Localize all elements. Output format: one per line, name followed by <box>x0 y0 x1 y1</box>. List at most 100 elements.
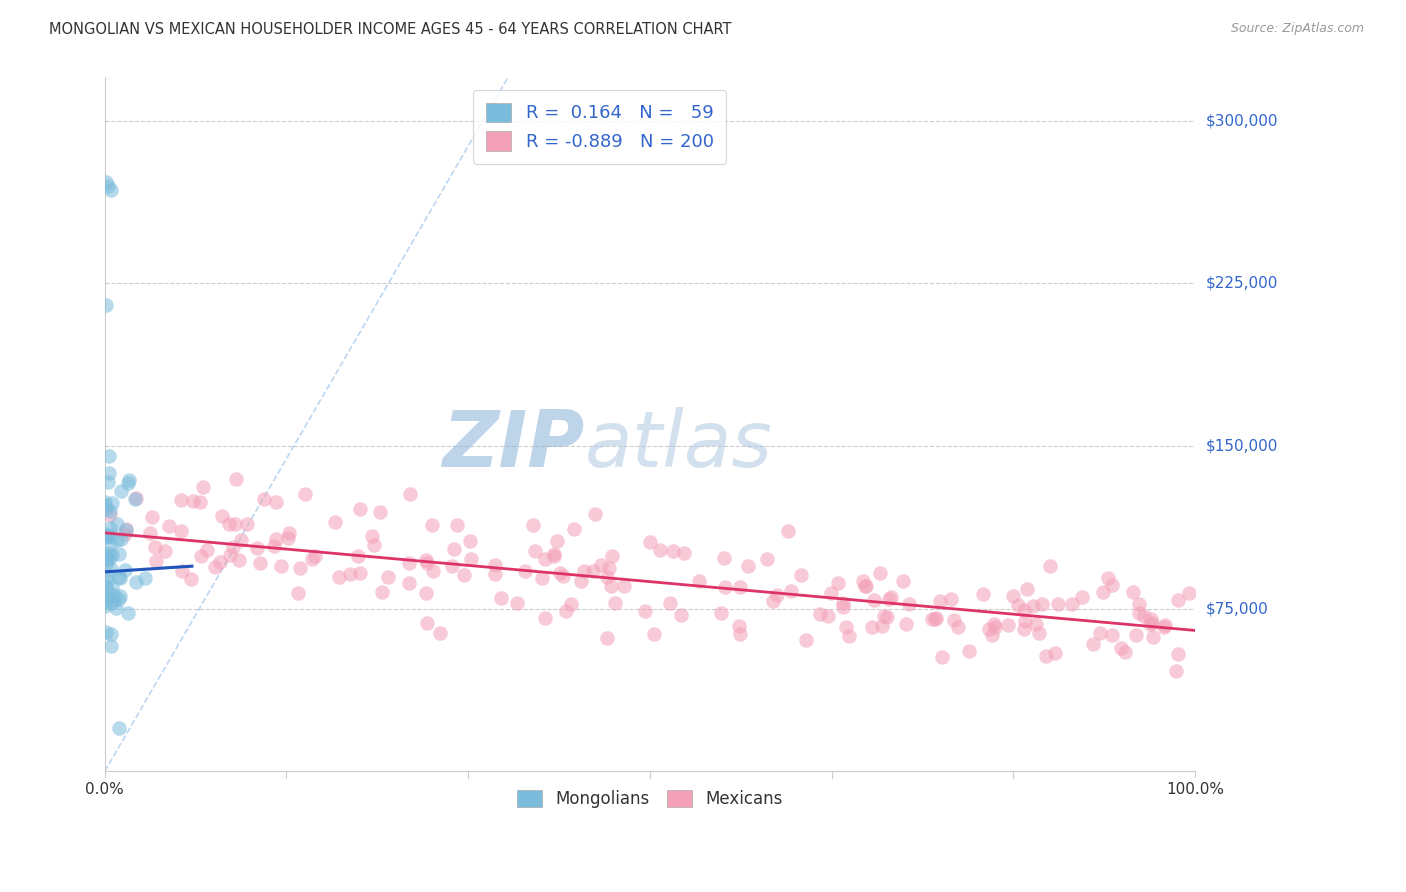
Point <box>287 585 309 599</box>
Point <box>728 581 751 595</box>
Point <box>278 526 301 541</box>
Point <box>524 543 547 558</box>
Point <box>981 628 1004 642</box>
Point <box>555 604 578 618</box>
Point <box>98 551 121 566</box>
Point <box>249 556 271 570</box>
Point <box>835 620 858 634</box>
Point <box>891 574 914 588</box>
Point <box>817 609 839 624</box>
Point <box>97 586 120 600</box>
Point <box>582 564 605 578</box>
Point <box>661 544 683 558</box>
Point <box>820 585 842 599</box>
Point <box>972 587 994 601</box>
Point <box>125 491 148 505</box>
Point <box>94 495 117 509</box>
Point <box>513 564 536 578</box>
Point <box>94 498 117 512</box>
Point <box>562 522 585 536</box>
Point <box>453 567 475 582</box>
Point <box>143 540 166 554</box>
Point <box>264 532 287 546</box>
Point <box>713 550 735 565</box>
Point <box>598 560 620 574</box>
Point <box>103 593 125 607</box>
Point <box>181 494 204 508</box>
Point <box>115 524 138 538</box>
Point <box>360 529 382 543</box>
Point <box>603 596 626 610</box>
Point <box>96 557 118 571</box>
Point <box>832 596 855 610</box>
Point <box>108 592 131 607</box>
Point <box>94 548 117 562</box>
Point <box>1022 599 1045 613</box>
Point <box>134 571 156 585</box>
Point <box>108 589 131 603</box>
Point <box>1007 598 1029 612</box>
Point <box>1142 630 1164 644</box>
Point <box>599 579 621 593</box>
Point <box>125 575 148 590</box>
Point <box>780 584 803 599</box>
Point <box>96 552 118 566</box>
Point <box>929 594 952 608</box>
Point <box>1012 603 1035 617</box>
Point <box>860 620 883 634</box>
Point <box>236 516 259 531</box>
Point <box>762 593 785 607</box>
Point <box>420 517 443 532</box>
Text: $75,000: $75,000 <box>1206 601 1268 616</box>
Point <box>569 574 592 588</box>
Point <box>94 595 117 609</box>
Point <box>107 547 129 561</box>
Point <box>110 571 132 585</box>
Point <box>710 606 733 620</box>
Point <box>879 591 901 606</box>
Point <box>1047 597 1070 611</box>
Point <box>100 627 122 641</box>
Point <box>100 580 122 594</box>
Point <box>1122 585 1144 599</box>
Point <box>190 549 212 564</box>
Point <box>141 510 163 524</box>
Point <box>253 491 276 506</box>
Point <box>108 570 131 584</box>
Point <box>224 472 246 486</box>
Point <box>931 650 953 665</box>
Point <box>794 632 817 647</box>
Text: $300,000: $300,000 <box>1206 113 1278 128</box>
Point <box>1001 589 1024 603</box>
Point <box>211 508 233 523</box>
Point <box>1128 607 1150 621</box>
Point <box>399 487 422 501</box>
Point <box>94 502 117 516</box>
Text: $150,000: $150,000 <box>1206 439 1278 454</box>
Point <box>398 557 420 571</box>
Point <box>97 178 120 193</box>
Point <box>1025 617 1047 632</box>
Point <box>301 551 323 566</box>
Point <box>294 487 316 501</box>
Point <box>117 475 139 490</box>
Point <box>484 558 506 573</box>
Point <box>669 608 692 623</box>
Point <box>422 564 444 578</box>
Point <box>441 558 464 573</box>
Point <box>1114 645 1136 659</box>
Point <box>97 466 120 480</box>
Point <box>96 530 118 544</box>
Point <box>943 613 966 627</box>
Point <box>104 600 127 615</box>
Point <box>737 558 759 573</box>
Point <box>1028 626 1050 640</box>
Point <box>443 541 465 556</box>
Point <box>983 620 1005 634</box>
Point <box>94 599 117 613</box>
Point <box>145 554 167 568</box>
Point <box>1060 597 1083 611</box>
Point <box>979 622 1001 636</box>
Point <box>1070 591 1092 605</box>
Point <box>876 610 898 624</box>
